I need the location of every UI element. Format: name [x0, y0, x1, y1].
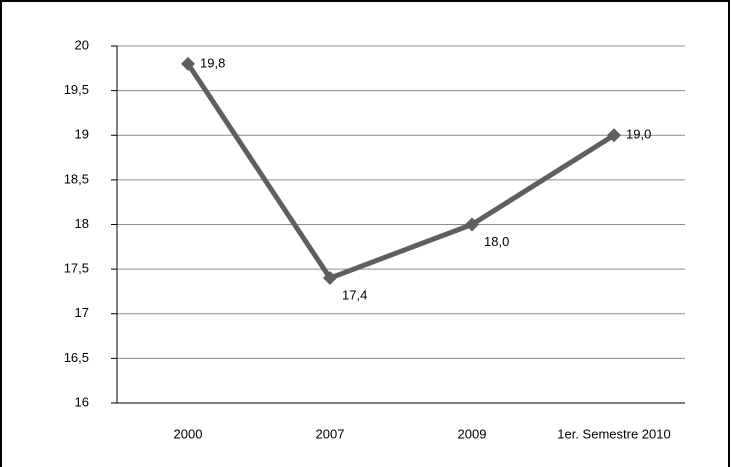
marker [181, 56, 195, 71]
y-tick-label: 19,5 [64, 82, 89, 97]
data-label: 19,8 [200, 55, 225, 70]
y-tick-label: 18,5 [64, 171, 89, 186]
data-label: 18,0 [484, 234, 509, 249]
y-tick-label: 19 [75, 127, 89, 142]
data-label: 19,0 [626, 127, 651, 142]
x-tick-label: 1er. Semestre 2010 [557, 426, 670, 441]
y-tick-label: 18 [75, 216, 89, 231]
marker [607, 128, 621, 143]
y-tick-label: 16 [75, 394, 89, 409]
x-tick-label: 2007 [316, 426, 345, 441]
x-tick-label: 2009 [458, 426, 487, 441]
y-tick-label: 20 [75, 37, 89, 52]
series-line [185, 62, 616, 281]
marker [323, 271, 337, 286]
data-label: 17,4 [342, 287, 367, 302]
marker [465, 217, 479, 232]
y-tick-label: 17,5 [64, 261, 89, 276]
y-tick-label: 16,5 [64, 350, 89, 365]
x-tick-label: 2000 [174, 426, 203, 441]
y-tick-label: 17 [75, 305, 89, 320]
